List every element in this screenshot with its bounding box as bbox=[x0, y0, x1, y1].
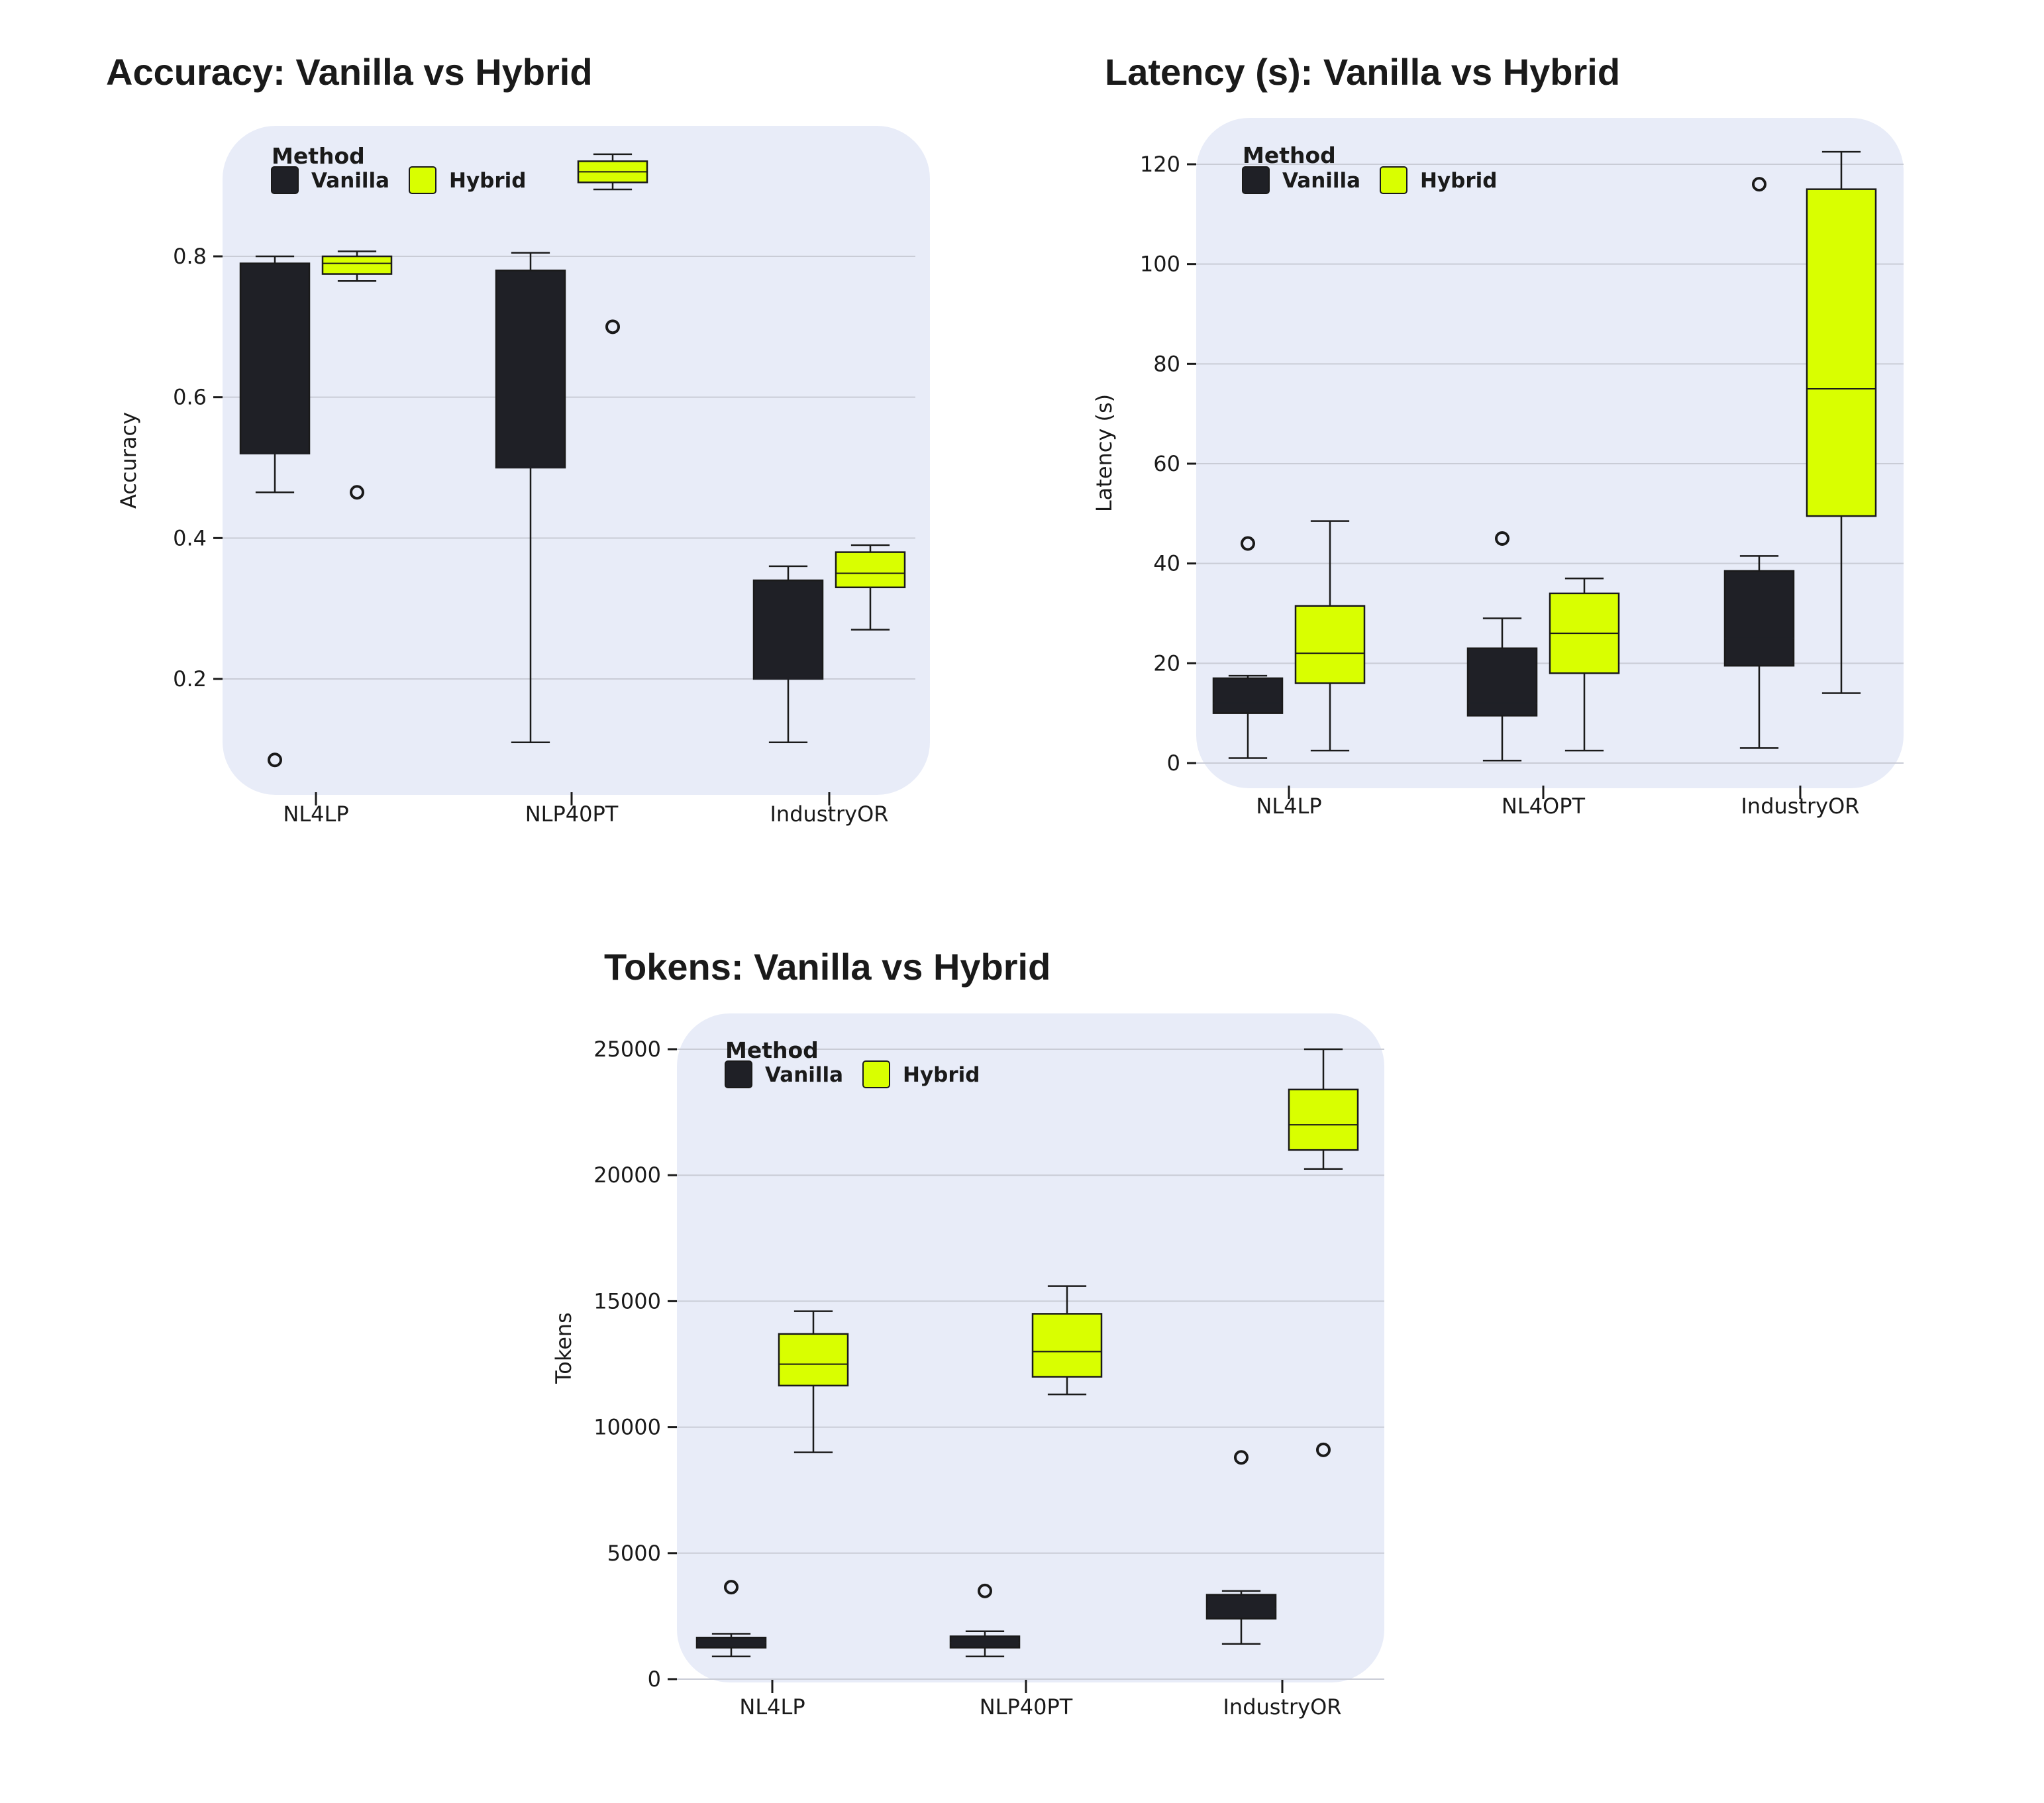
legend-swatch-hybrid bbox=[1380, 166, 1407, 194]
y-tick-label: 20000 bbox=[593, 1162, 661, 1188]
y-tick-label: 80 bbox=[1153, 351, 1180, 376]
box-vanilla bbox=[1466, 647, 1538, 717]
x-tick-label: NL4OPT bbox=[1502, 794, 1586, 819]
accuracy-chart: Accuracy: Vanilla vs Hybrid 0.2 0.4 0.6 0.8… bbox=[0, 0, 994, 861]
x-tick-label: NL4LP bbox=[739, 1694, 805, 1720]
latency-plot: 0 20 40 60 80 100 120 Latency (s) NL4LP NL4OPT Ind… bbox=[1092, 118, 1904, 819]
plot-background bbox=[677, 1013, 1384, 1682]
x-tick-label: IndustryOR bbox=[1223, 1694, 1341, 1720]
x-tick-label: NLP40PT bbox=[980, 1694, 1073, 1720]
chart-title: Tokens: Vanilla vs Hybrid bbox=[604, 946, 1051, 988]
y-tick-label: 15000 bbox=[593, 1288, 661, 1314]
box-hybrid bbox=[1288, 1088, 1359, 1151]
legend-label: Hybrid bbox=[1420, 169, 1497, 193]
y-tick-label: 60 bbox=[1153, 451, 1180, 476]
legend-label: Vanilla bbox=[311, 169, 389, 193]
y-axis-label: Tokens bbox=[551, 1312, 576, 1384]
box-vanilla bbox=[239, 262, 311, 454]
box-hybrid bbox=[835, 551, 906, 589]
legend-swatch-hybrid bbox=[862, 1060, 890, 1088]
x-tick-label: IndustryOR bbox=[1741, 794, 1859, 819]
y-tick-label: 25000 bbox=[593, 1037, 661, 1062]
y-tick-label: 20 bbox=[1153, 650, 1180, 676]
latency-chart: Latency (s): Vanilla vs Hybrid 0 20 40 60 80… bbox=[0, 0, 2044, 861]
legend-label: Vanilla bbox=[1282, 169, 1360, 193]
outlier-point bbox=[724, 1580, 739, 1595]
y-tick-label: 40 bbox=[1153, 551, 1180, 576]
y-tick-label: 0.8 bbox=[173, 244, 207, 269]
legend-title: Method bbox=[725, 1037, 819, 1063]
outlier-point bbox=[350, 485, 364, 500]
outlier-point bbox=[1316, 1442, 1331, 1457]
box-hybrid bbox=[778, 1333, 849, 1387]
outlier-point bbox=[978, 1583, 992, 1598]
legend-label: Vanilla bbox=[765, 1063, 843, 1087]
outlier-point bbox=[1495, 531, 1509, 546]
box-vanilla bbox=[1205, 1594, 1277, 1620]
y-tick-label: 5000 bbox=[607, 1541, 661, 1566]
outlier-point bbox=[1752, 177, 1766, 192]
legend-label: Hybrid bbox=[449, 169, 526, 193]
x-tick-label: NL4LP bbox=[283, 801, 348, 827]
box-hybrid bbox=[1294, 605, 1366, 684]
legend-label: Hybrid bbox=[903, 1063, 980, 1087]
box-hybrid bbox=[1806, 188, 1877, 517]
x-tick-label: IndustryOR bbox=[770, 801, 888, 827]
y-tick-label: 0 bbox=[1167, 750, 1180, 776]
legend-swatch-vanilla bbox=[271, 166, 299, 194]
y-axis-label: Accuracy bbox=[116, 412, 141, 509]
y-tick-label: 10000 bbox=[593, 1415, 661, 1440]
y-tick-label: 0.2 bbox=[173, 666, 207, 692]
outlier-point bbox=[1234, 1450, 1249, 1465]
outlier-point bbox=[605, 319, 620, 335]
legend-title: Method bbox=[1243, 142, 1336, 168]
y-axis-label: Latency (s) bbox=[1092, 394, 1117, 512]
chart-title: Accuracy: Vanilla vs Hybrid bbox=[106, 51, 593, 93]
legend-swatch-vanilla bbox=[725, 1060, 752, 1088]
outlier-point bbox=[268, 752, 282, 768]
legend-swatch-hybrid bbox=[409, 166, 436, 194]
outlier-point bbox=[1241, 536, 1255, 551]
box-vanilla bbox=[1723, 570, 1795, 667]
box-hybrid bbox=[1031, 1313, 1103, 1378]
box-vanilla bbox=[495, 270, 566, 469]
y-tick-label: 120 bbox=[1140, 152, 1180, 177]
box-vanilla bbox=[752, 579, 824, 680]
accuracy-plot: 0.2 0.4 0.6 0.8 Accuracy NL4LP NLP40PT Industry… bbox=[116, 126, 930, 827]
legend-title: Method bbox=[272, 143, 365, 169]
y-tick-label: 100 bbox=[1140, 252, 1180, 277]
x-tick-label: NL4LP bbox=[1256, 794, 1321, 819]
y-tick-label: 0.4 bbox=[173, 525, 207, 550]
box-hybrid bbox=[321, 255, 393, 275]
y-tick-label: 0.6 bbox=[173, 385, 207, 410]
box-vanilla bbox=[1212, 677, 1284, 714]
y-tick-label: 0 bbox=[648, 1667, 661, 1692]
chart-title: Latency (s): Vanilla vs Hybrid bbox=[1105, 51, 1621, 93]
legend-swatch-vanilla bbox=[1242, 166, 1270, 194]
x-tick-label: NLP40PT bbox=[525, 801, 619, 827]
